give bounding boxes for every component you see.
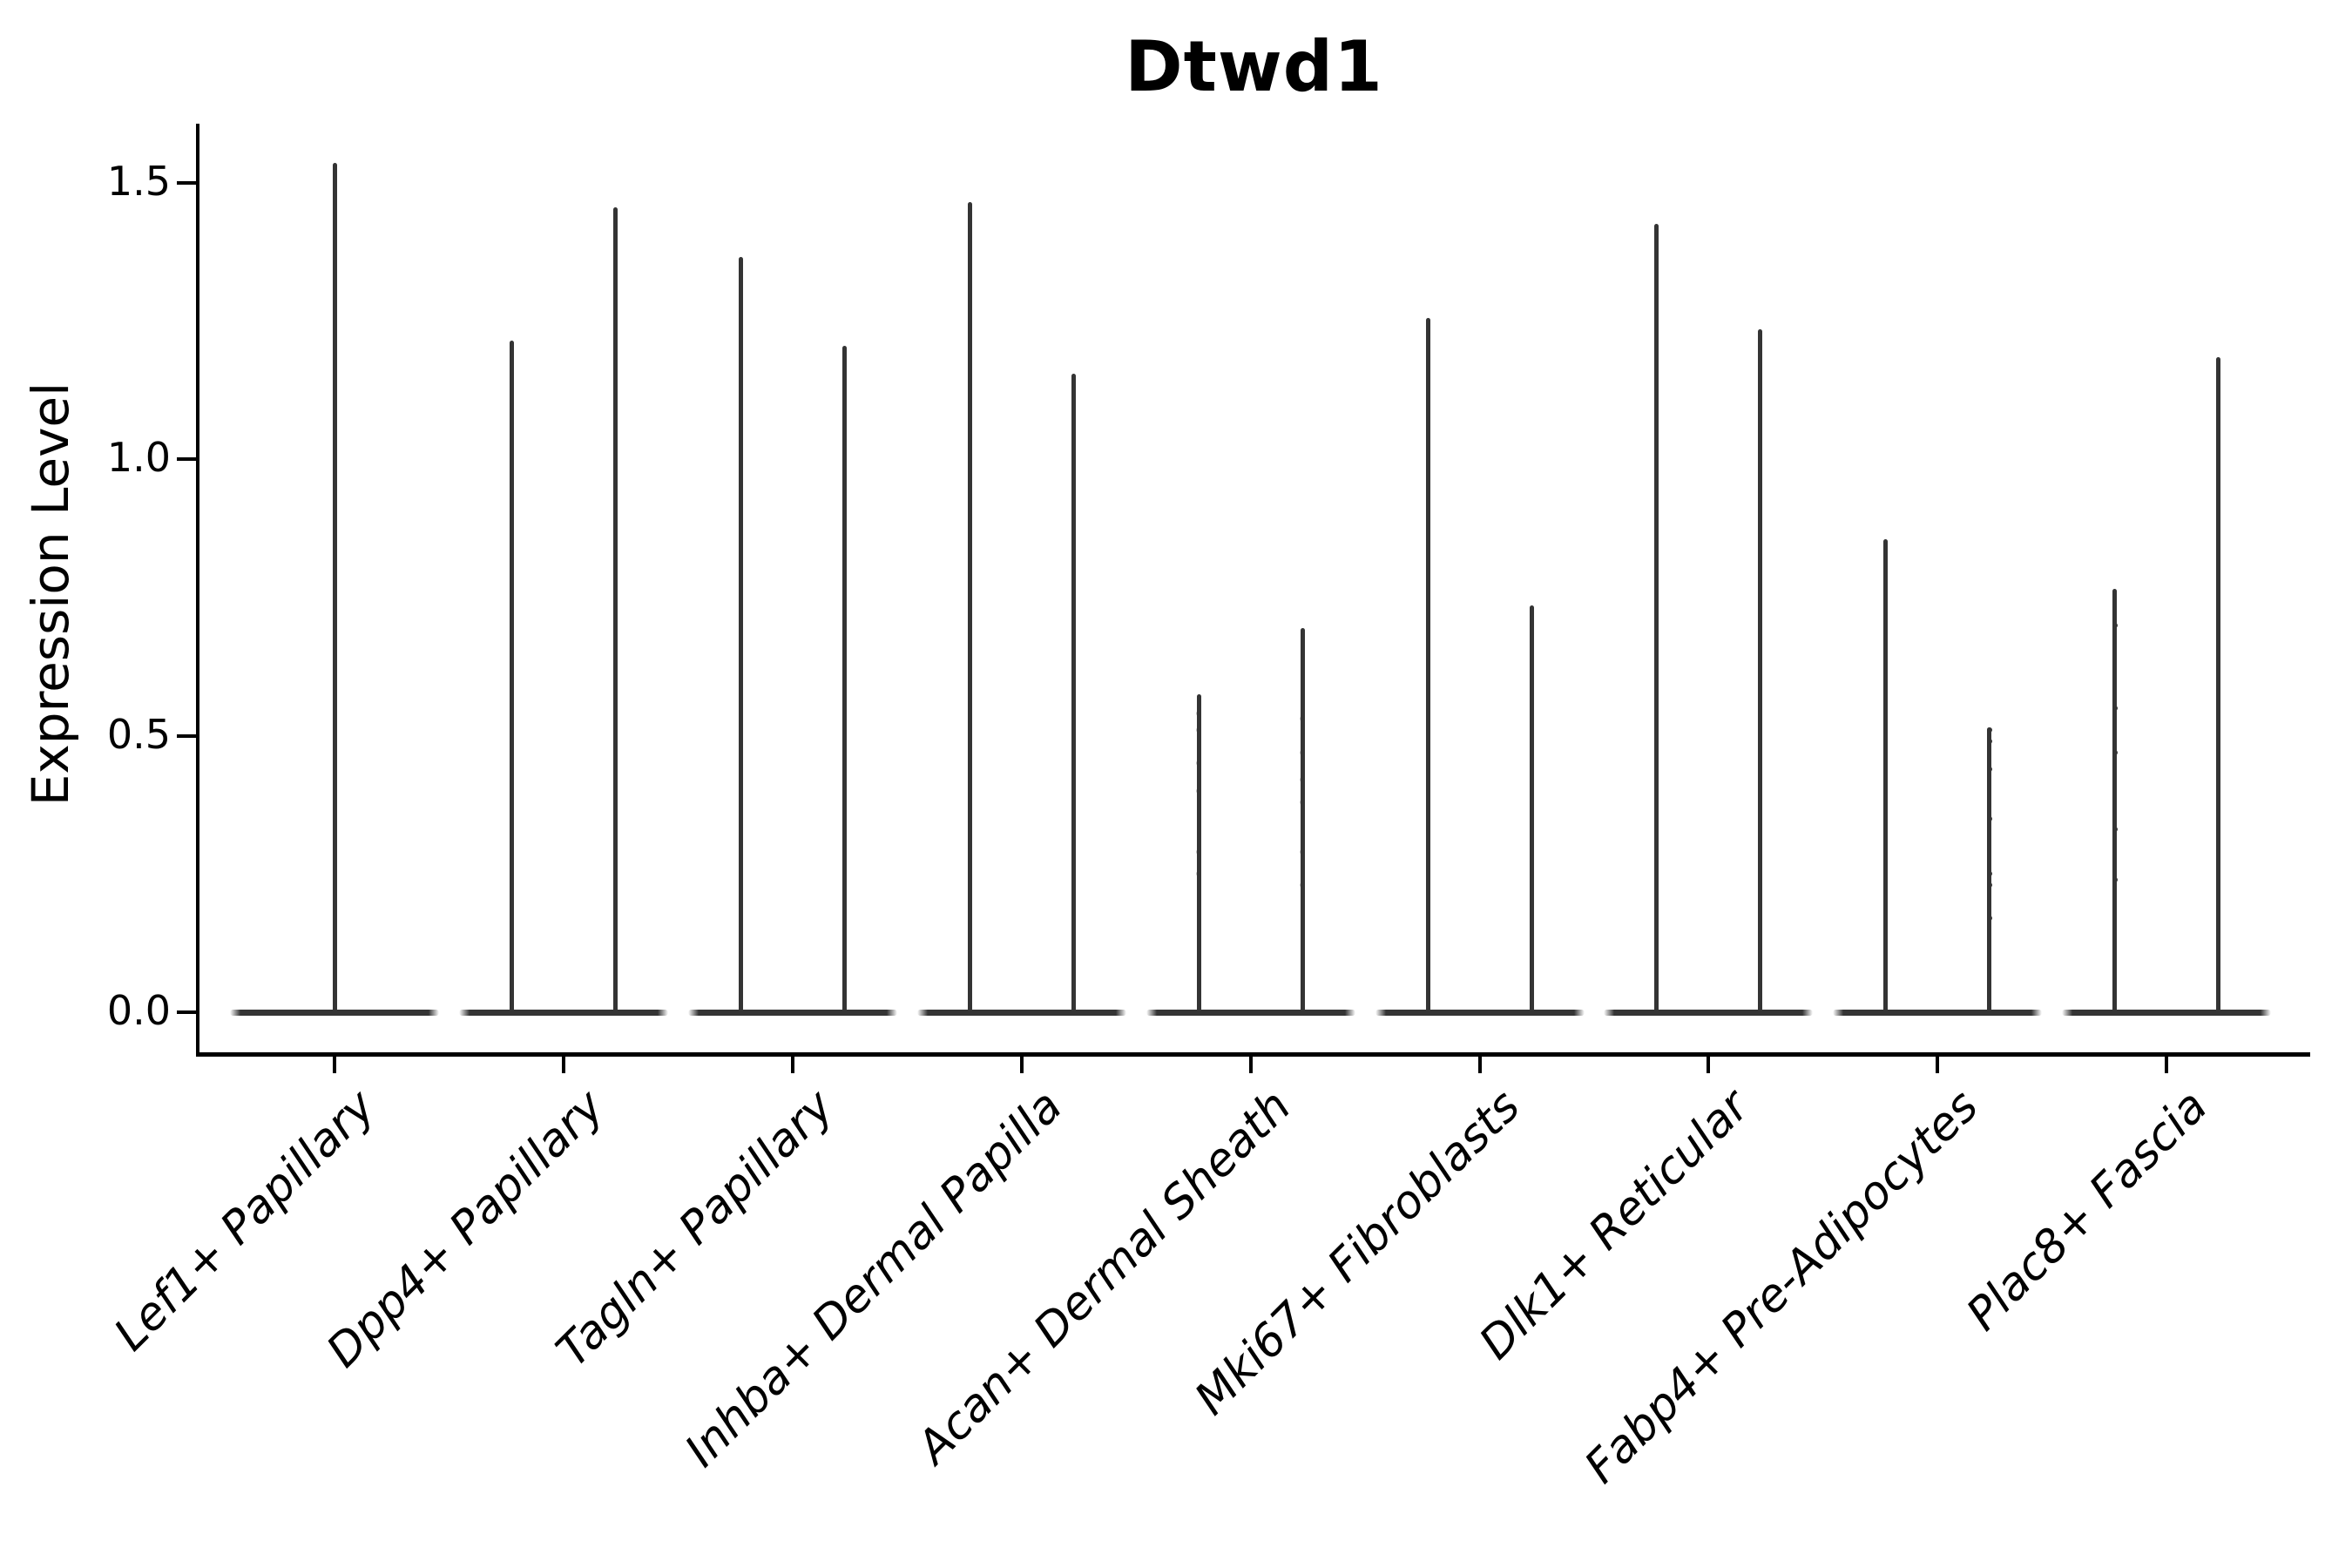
violin-base (1833, 1009, 2043, 1016)
x-tick-label: Acan+ Dermal Sheath (908, 1080, 1302, 1474)
expression-dot (1196, 788, 1202, 794)
y-tick-mark (177, 180, 196, 185)
y-axis-label: Expression Level (21, 382, 80, 807)
expression-dot (1196, 871, 1202, 877)
x-tick-mark (1248, 1057, 1253, 1073)
expression-dot (1986, 766, 1992, 772)
expression-dot (1196, 711, 1202, 717)
expression-dot (1196, 848, 1202, 855)
expression-dot (1986, 727, 1992, 733)
x-tick-label: Fabp4+ Pre-Adipocytes (1575, 1080, 1989, 1494)
violin-base (1375, 1009, 1585, 1016)
violin-spike (1529, 605, 1534, 1015)
violin-spike (2216, 356, 2221, 1015)
violin-base (2062, 1009, 2272, 1016)
x-tick-mark (2165, 1057, 2169, 1073)
x-axis-spine (196, 1052, 2310, 1057)
y-tick-mark (177, 457, 196, 461)
expression-dot (1300, 848, 1306, 855)
y-tick-label: 1.0 (106, 433, 171, 481)
x-tick-label: Plac8+ Fascia (1957, 1080, 2218, 1342)
expression-dot (1300, 799, 1306, 805)
violin-spike (1654, 224, 1659, 1015)
x-tick-mark (1936, 1057, 1940, 1073)
violin-base (1604, 1009, 1814, 1016)
violin-base (458, 1009, 668, 1016)
expression-dot (1196, 727, 1202, 733)
violin-spike (1987, 727, 1992, 1015)
expression-dot (2112, 705, 2118, 711)
violin-spike (967, 201, 972, 1015)
x-tick-mark (333, 1057, 336, 1073)
violin-spike (841, 346, 847, 1015)
y-tick-label: 0.0 (106, 986, 171, 1034)
expression-dot (1986, 916, 1992, 922)
expression-dot (1300, 882, 1306, 888)
expression-dot (1196, 760, 1202, 767)
expression-dot (2112, 876, 2118, 882)
expression-dot (2112, 622, 2118, 628)
violin-spike (1758, 328, 1763, 1015)
violin-spike (738, 257, 743, 1015)
violin-spike (1071, 373, 1076, 1015)
expression-dot (1986, 815, 1992, 821)
y-tick-mark (177, 733, 196, 738)
y-tick-label: 0.5 (106, 710, 171, 758)
violin-base (1146, 1009, 1355, 1016)
violin-spike (509, 340, 514, 1015)
violin-spike (612, 207, 618, 1015)
y-tick-label: 1.5 (106, 157, 171, 205)
violin-base (916, 1009, 1126, 1016)
x-tick-mark (790, 1057, 794, 1073)
violin-spike (1883, 539, 1889, 1015)
violin-spike (1300, 627, 1305, 1015)
expression-dot (1986, 871, 1992, 877)
expression-dot (1986, 738, 1992, 744)
chart-title: Dtwd1 (1125, 26, 1383, 107)
violin-spike (1425, 318, 1430, 1015)
expression-dot (1300, 777, 1306, 783)
violin-spike (1196, 694, 1201, 1015)
x-tick-mark (561, 1057, 565, 1073)
x-tick-label: Inhba+ Dermal Papilla (675, 1080, 1073, 1477)
violin-base (687, 1009, 897, 1016)
x-tick-mark (1707, 1057, 1711, 1073)
expression-dot (1986, 882, 1992, 888)
x-tick-mark (1019, 1057, 1024, 1073)
violin-spike (2112, 589, 2118, 1015)
expression-dot (2112, 827, 2118, 833)
y-tick-mark (177, 1010, 196, 1014)
expression-dot (1300, 716, 1306, 722)
expression-dot (1300, 749, 1306, 755)
expression-dot (2112, 749, 2118, 755)
violin-spike (332, 163, 337, 1015)
y-axis-spine (196, 124, 199, 1057)
x-tick-mark (1477, 1057, 1482, 1073)
